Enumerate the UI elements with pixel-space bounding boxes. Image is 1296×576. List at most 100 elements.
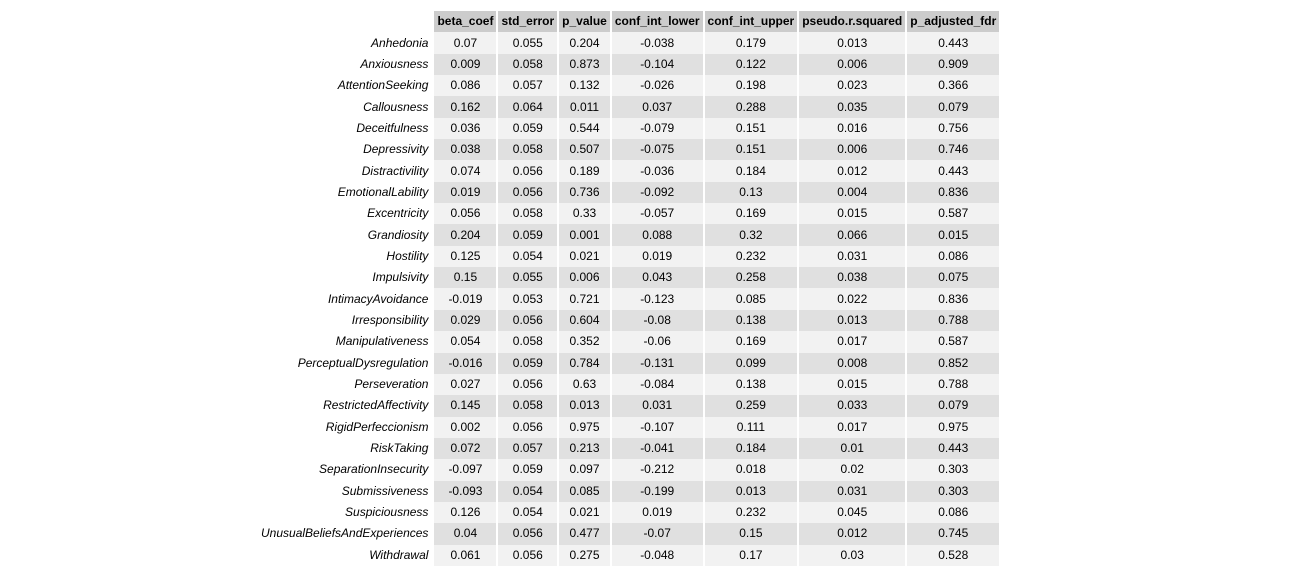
table-row: Grandiosity 0.204 0.059 0.001 0.088 0.32 0.066… xyxy=(258,224,1000,246)
table-cell: 0.788 xyxy=(907,373,1000,396)
table-row: Perseveration 0.027 0.056 0.63 -0.084 0.138 0.… xyxy=(258,373,1000,396)
row-label: Withdrawal xyxy=(369,547,429,562)
table-cell: 0.012 xyxy=(799,523,906,545)
table-cell: 0.079 xyxy=(907,96,1000,118)
table-cell: 0.036 xyxy=(434,117,497,140)
table-cell: 0.32 xyxy=(704,224,798,246)
table-cell: 0.054 xyxy=(434,331,497,353)
table-cell: 0.01 xyxy=(799,437,906,460)
table-cell: 0.099 xyxy=(704,352,798,374)
table-cell: -0.048 xyxy=(611,544,703,566)
table-row: Excentricity 0.056 0.058 0.33 -0.057 0.169 0.0… xyxy=(258,203,1000,225)
table-cell: 0.15 xyxy=(434,267,497,289)
table-row: SeparationInsecurity -0.097 0.059 0.097 -0.2… xyxy=(258,459,1000,481)
table-cell: 0.746 xyxy=(907,139,1000,161)
table-cell: 0.111 xyxy=(704,416,798,438)
row-label: Excentricity xyxy=(367,206,429,221)
table-row: Anxiousness 0.009 0.058 0.873 -0.104 0.122 0.0… xyxy=(258,53,1000,76)
table-cell: 0.056 xyxy=(434,203,497,225)
table-cell: -0.107 xyxy=(611,416,703,438)
row-label: Distractivility xyxy=(361,163,429,178)
table-cell: -0.019 xyxy=(434,288,497,310)
table-cell: 0.075 xyxy=(907,267,1000,289)
table-cell: 0.873 xyxy=(559,53,610,76)
row-label: Manipulativeness xyxy=(335,334,429,349)
table-cell: 0.013 xyxy=(704,480,798,502)
table-cell: 0.15 xyxy=(704,523,798,545)
table-cell: 0.057 xyxy=(498,75,558,97)
table-cell: 0.043 xyxy=(611,267,703,289)
row-label: RiskTaking xyxy=(370,441,429,456)
table-cell: -0.036 xyxy=(611,160,703,182)
table-cell: 0.058 xyxy=(498,53,558,76)
table-cell: 0.001 xyxy=(559,224,610,246)
table-cell: 0.169 xyxy=(704,331,798,353)
table-cell: 0.477 xyxy=(559,523,610,545)
table-cell: 0.058 xyxy=(498,331,558,353)
table-cell: 0.086 xyxy=(434,75,497,97)
table-cell: 0.204 xyxy=(559,32,610,54)
table-cell: 0.125 xyxy=(434,245,497,268)
table-cell: 0.259 xyxy=(704,395,798,417)
row-label: Callousness xyxy=(363,99,429,114)
table-row: Impulsivity 0.15 0.055 0.006 0.043 0.258 0.038… xyxy=(258,267,1000,289)
table-row: Distractivility 0.074 0.056 0.189 -0.036 0.18… xyxy=(258,160,1000,182)
row-label: Irresponsibility xyxy=(351,312,429,327)
column-header: conf_int_lower xyxy=(611,11,703,33)
table-cell: -0.026 xyxy=(611,75,703,97)
table-cell: 0.198 xyxy=(704,75,798,97)
row-label: SeparationInsecurity xyxy=(319,462,429,477)
table-cell: 0.604 xyxy=(559,309,610,332)
table-cell: 0.031 xyxy=(799,245,906,268)
table-cell: 0.059 xyxy=(498,117,558,140)
table-cell: -0.08 xyxy=(611,309,703,332)
table-row: UnusualBeliefsAndExperiences 0.04 0.056 0.4… xyxy=(258,523,1000,545)
table-cell: 0.975 xyxy=(559,416,610,438)
table-cell: -0.097 xyxy=(434,459,497,481)
table-cell: 0.162 xyxy=(434,96,497,118)
table-cell: 0.013 xyxy=(799,309,906,332)
table-cell: 0.056 xyxy=(498,160,558,182)
row-label: Anhedonia xyxy=(371,35,429,50)
table-row: Irresponsibility 0.029 0.056 0.604 -0.08 0.13… xyxy=(258,309,1000,332)
table-cell: 0.13 xyxy=(704,181,798,204)
table-cell: -0.131 xyxy=(611,352,703,374)
table-cell: 0.179 xyxy=(704,32,798,54)
table-cell: 0.836 xyxy=(907,288,1000,310)
table-cell: 0.072 xyxy=(434,437,497,460)
table-cell: 0.012 xyxy=(799,160,906,182)
table-cell: -0.07 xyxy=(611,523,703,545)
row-label: UnusualBeliefsAndExperiences xyxy=(261,526,429,541)
table-cell: 0.02 xyxy=(799,459,906,481)
column-header: p_value xyxy=(559,11,610,33)
table-cell: 0.085 xyxy=(704,288,798,310)
table-row: Deceitfulness 0.036 0.059 0.544 -0.079 0.151 0… xyxy=(258,117,1000,140)
table-cell: 0.008 xyxy=(799,352,906,374)
table-row: Hostility 0.125 0.054 0.021 0.019 0.232 0.031 0… xyxy=(258,245,1000,268)
table-cell: 0.443 xyxy=(907,437,1000,460)
table-cell: 0.004 xyxy=(799,181,906,204)
table-cell: 0.756 xyxy=(907,117,1000,140)
table-cell: -0.123 xyxy=(611,288,703,310)
table-cell: 0.303 xyxy=(907,480,1000,502)
table-row: RestrictedAffectivity 0.145 0.058 0.013 0.03… xyxy=(258,395,1000,417)
table-row: RigidPerfeccionism 0.002 0.056 0.975 -0.107 0… xyxy=(258,416,1000,438)
table-cell: 0.528 xyxy=(907,544,1000,566)
table-cell: 0.056 xyxy=(498,373,558,396)
table-cell: 0.038 xyxy=(434,139,497,161)
table-cell: 0.232 xyxy=(704,501,798,524)
table-cell: 0.038 xyxy=(799,267,906,289)
table-cell: 0.056 xyxy=(498,309,558,332)
table-cell: 0.788 xyxy=(907,309,1000,332)
table-cell: 0.023 xyxy=(799,75,906,97)
row-label: Depressivity xyxy=(363,142,429,157)
table-cell: 0.745 xyxy=(907,523,1000,545)
table-cell: 0.057 xyxy=(498,437,558,460)
table-cell: 0.275 xyxy=(559,544,610,566)
table-cell: 0.055 xyxy=(498,32,558,54)
table-cell: 0.021 xyxy=(559,501,610,524)
table-cell: 0.019 xyxy=(434,181,497,204)
table-cell: 0.132 xyxy=(559,75,610,97)
table-cell: 0.07 xyxy=(434,32,497,54)
table-row: Callousness 0.162 0.064 0.011 0.037 0.288 0.03… xyxy=(258,96,1000,118)
